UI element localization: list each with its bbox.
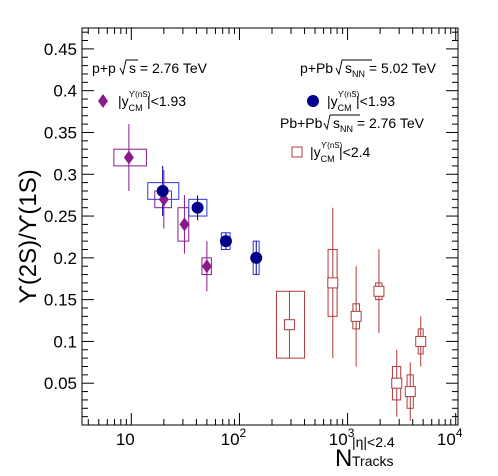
sys-box [275,290,306,359]
x-axis-label: N [335,445,352,472]
data-point [219,235,232,248]
y-tick-label: 0.05 [44,374,77,393]
data-point [201,259,212,274]
data-point [350,310,362,322]
data-point [250,251,263,264]
legend-title-ppb: p+Pb sNN = 5.02 TeV [300,60,437,79]
data-point [327,277,339,289]
axis-labels: ϒ(2S)/ϒ(1S) N|η|<2.4 Tracks [15,169,395,472]
y-tick-label: 0.35 [44,123,77,142]
y-tick-label: 0.3 [53,165,77,184]
data-point [415,335,427,347]
plot-frame [81,27,459,426]
y-tick-label: 0.25 [44,207,77,226]
data-point [373,285,385,297]
x-axis-label-subscript: Tracks [352,453,393,469]
legend-title-pbpb: Pb+Pb sNN = 2.76 TeV [280,115,425,134]
legend: p+p s = 2.76 TeV |yCMϒ(nS)|<1.93 p+Pb sNN … [92,59,437,164]
data-point [404,386,416,398]
x-tick-label: 103 [329,426,355,449]
legend-title-pp: p+p s = 2.76 TeV [92,60,208,76]
legend-marker-pp [98,94,108,108]
statistical-error-bars [128,124,422,421]
y-tick-label: 0.4 [53,82,77,101]
data-point [179,217,190,232]
x-tick-label: 10 [116,430,135,449]
y-tick-label: 0.45 [44,40,77,59]
legend-marker-ppb [307,95,319,107]
y-tick-label: 0.15 [44,291,77,310]
data-markers [123,150,427,398]
sqrt-symbol [119,59,138,76]
legend-cut-ppb: |yCMϒ(nS)|<1.93 [327,90,395,113]
plot-area-border [81,27,459,426]
legend-marker-pbpb [291,146,303,158]
x-tick-label: 102 [221,426,247,449]
data-point [123,150,134,165]
sqrt-symbol [323,114,360,131]
x-tick-label: 104 [437,426,463,449]
data-point [391,377,403,389]
data-point [191,201,204,214]
axis-ticks: 0.05 0.1 0.15 0.2 0.25 0.3 0.35 0.4 0.45 10 102 103… [44,28,463,449]
data-point [283,319,295,331]
data-point [156,184,169,197]
y-tick-label: 0.1 [53,332,77,351]
legend-cut-pp: |yCMϒ(nS)|<1.93 [118,90,186,113]
y-tick-label: 0.2 [53,249,77,268]
sys-box [113,148,147,167]
legend-cut-pbpb: |yCMϒ(nS)|<2.4 [310,141,370,164]
sqrt-symbol [335,59,372,76]
y-axis-label: ϒ(2S)/ϒ(1S) [15,169,42,303]
x-axis-label-superscript: |η|<2.4 [352,434,395,450]
